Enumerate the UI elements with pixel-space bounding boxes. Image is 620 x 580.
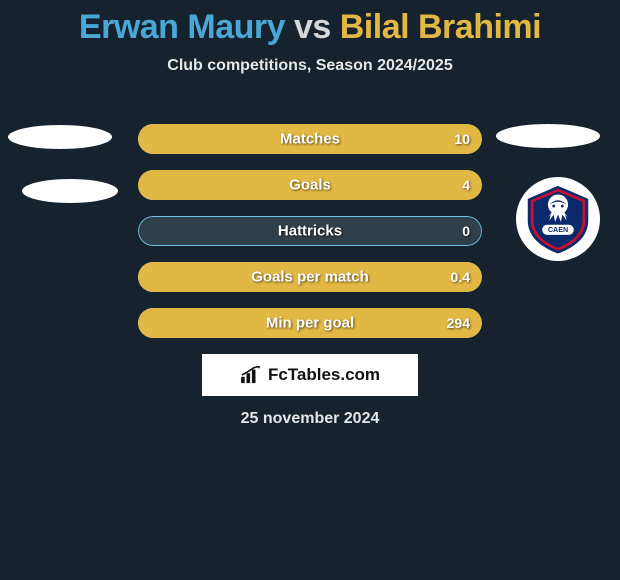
svg-text:CAEN: CAEN: [548, 225, 568, 234]
stat-row: Goals4: [138, 170, 482, 200]
club-badge-icon: CAEN: [522, 183, 594, 255]
brand-chart-icon: [240, 366, 262, 384]
stat-row: Goals per match0.4: [138, 262, 482, 292]
page-title: Erwan Maury vs Bilal Brahimi: [0, 0, 620, 47]
stat-label: Hattricks: [138, 223, 482, 240]
player2-photo-placeholder: [496, 124, 600, 148]
player1-name: Erwan Maury: [79, 8, 285, 46]
stat-label: Goals: [138, 177, 482, 194]
player1-photo-placeholder-1: [8, 125, 112, 149]
stats-container: Matches10 Goals4 Hattricks0 Goals per match…: [138, 124, 482, 354]
stat-row: Matches10: [138, 124, 482, 154]
brand-box: FcTables.com: [202, 354, 418, 396]
stat-value-right: 0.4: [451, 269, 470, 285]
player2-name: Bilal Brahimi: [340, 8, 541, 46]
stat-label: Min per goal: [138, 315, 482, 332]
stat-value-right: 294: [447, 315, 470, 331]
stat-value-right: 0: [462, 223, 470, 239]
stat-label: Matches: [138, 131, 482, 148]
stat-value-right: 10: [454, 131, 470, 147]
date-text: 25 november 2024: [0, 410, 620, 428]
stat-row: Hattricks0: [138, 216, 482, 246]
stat-label: Goals per match: [138, 269, 482, 286]
stat-value-right: 4: [462, 177, 470, 193]
club-badge: CAEN: [516, 177, 600, 261]
brand-text: FcTables.com: [268, 365, 380, 385]
stat-row: Min per goal294: [138, 308, 482, 338]
vs-text: vs: [285, 8, 340, 46]
subtitle: Club competitions, Season 2024/2025: [0, 57, 620, 75]
player1-photo-placeholder-2: [22, 179, 118, 203]
